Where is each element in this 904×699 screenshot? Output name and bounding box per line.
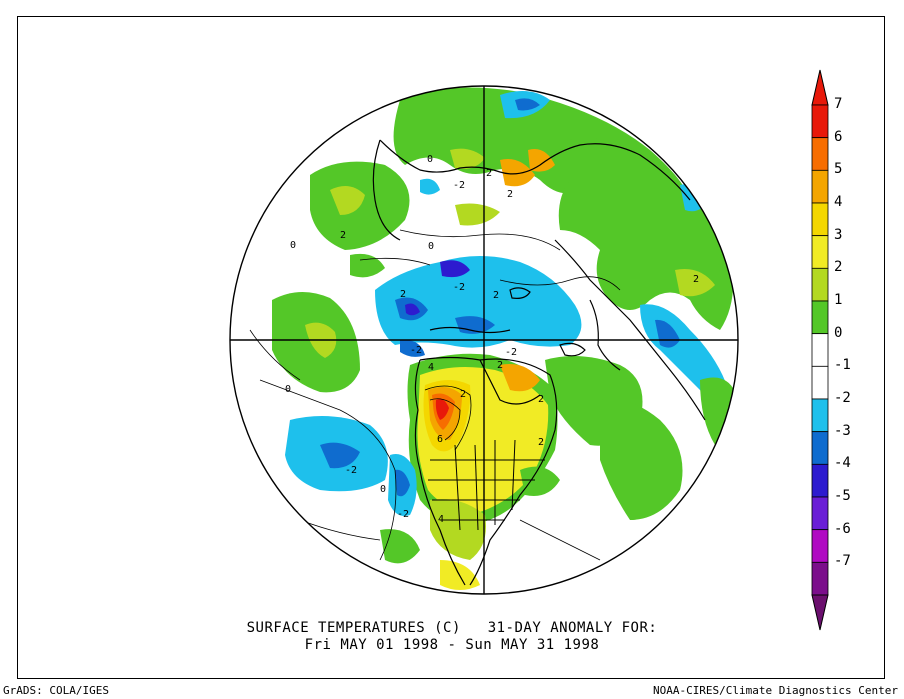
- contour-label: 2: [538, 394, 544, 405]
- map-title-line2: Fri MAY 01 1998 - Sun MAY 31 1998: [304, 637, 600, 653]
- contour-label: 2: [693, 274, 699, 285]
- anomaly-region-neg: [440, 260, 470, 278]
- plot-frame: [17, 16, 885, 679]
- colorbar-swatch: [811, 137, 829, 171]
- colorbar-label: -1: [834, 357, 851, 374]
- colorbar-label: 7: [834, 96, 843, 112]
- colorbar-label: 1: [834, 292, 843, 308]
- contour-label: -2: [453, 180, 465, 191]
- colorbar-swatch: [811, 104, 829, 139]
- anomaly-region-neg: [320, 442, 360, 469]
- contour-label: 2: [340, 230, 346, 241]
- anomaly-region-neg: [400, 339, 425, 357]
- colorbar-swatch: [811, 431, 829, 465]
- contour-label: 2: [497, 360, 503, 371]
- colorbar-label: 6: [834, 128, 843, 145]
- colorbar-label: -4: [834, 455, 851, 472]
- colorbar-swatch: [811, 463, 829, 498]
- colorbar-swatch: [811, 169, 829, 204]
- anomaly-region-pos: [440, 560, 480, 590]
- anomaly-region-pos: [455, 203, 500, 226]
- anomaly-region-pos: [500, 364, 540, 392]
- contour-label: 0: [380, 484, 386, 495]
- colorbar-top-arrow: [811, 69, 829, 106]
- colorbar-label: -3: [834, 422, 851, 439]
- colorbar-swatch: [811, 398, 829, 433]
- colorbar-label: 2: [834, 259, 843, 276]
- contour-label: -2: [505, 347, 517, 358]
- colorbar-bottom-arrow: [811, 594, 829, 631]
- colorbar-swatch: [811, 235, 829, 269]
- colorbar-swatch: [811, 333, 829, 367]
- anomaly-region-pos: [435, 399, 449, 420]
- anomaly-region-pos: [500, 159, 535, 187]
- contour-label: 0: [290, 240, 296, 251]
- colorbar-label: -7: [834, 553, 851, 570]
- anomaly-region-neg: [405, 303, 420, 316]
- colorbar-label: 0: [834, 324, 843, 341]
- contour-label: 6: [437, 434, 443, 445]
- contour-label: 0: [427, 154, 433, 165]
- colorbar-swatch: [811, 267, 829, 302]
- colorbar-label: 5: [834, 161, 843, 178]
- anomaly-region-pos: [675, 269, 715, 297]
- colorbar-swatch: [811, 561, 829, 596]
- colorbar-label: -5: [834, 488, 851, 504]
- footer-credit-right: NOAA-CIRES/Climate Diagnostics Center: [652, 684, 898, 697]
- contour-label: 4: [438, 514, 444, 525]
- anomaly-region-pos: [528, 149, 555, 172]
- anomaly-region-neg: [375, 256, 582, 348]
- colorbar-swatch: [811, 202, 829, 237]
- contour-label: 2: [400, 289, 406, 300]
- contour-label: 2: [538, 437, 544, 448]
- contour-label: 2: [507, 189, 513, 200]
- colorbar-swatch: [811, 300, 829, 335]
- map-title-line1: SURFACE TEMPERATURES (C) 31-DAY ANOMALY …: [246, 620, 658, 636]
- colorbar: [811, 69, 829, 631]
- colorbar-label: 4: [834, 194, 843, 210]
- anomaly-region-pos: [380, 529, 420, 564]
- contour-label: 2: [493, 290, 499, 301]
- colorbar-label: 3: [834, 226, 843, 243]
- anomaly-region-pos: [330, 186, 365, 215]
- contour-label: -2: [397, 509, 409, 520]
- anomaly-region-neg: [420, 178, 440, 195]
- anomaly-region-pos: [520, 466, 560, 496]
- footer-credit-left: GrADS: COLA/IGES: [3, 684, 109, 697]
- contour-label: 2: [486, 168, 492, 179]
- anomaly-region-pos: [430, 499, 486, 560]
- colorbar-label: -6: [834, 520, 851, 537]
- contour-label: 4: [428, 362, 434, 373]
- contour-label: 2: [460, 389, 466, 400]
- colorbar-swatch: [811, 496, 829, 531]
- colorbar-label: -2: [834, 390, 851, 406]
- colorbar-swatch: [811, 529, 829, 563]
- anomaly-region-neg: [515, 98, 540, 111]
- contour-label: 0: [285, 384, 291, 395]
- contour-label: 0: [428, 241, 434, 252]
- land-outlines: [372, 139, 706, 586]
- anomaly-region-neg: [395, 469, 410, 497]
- contour-label: -2: [453, 282, 465, 293]
- state-borders: [428, 439, 545, 531]
- contour-label-group: 2 2 2 2 2 -2 -2 -2 -2 2 2 2 6 4 2 2 -2 -…: [285, 154, 699, 525]
- contour-label: -2: [410, 345, 422, 356]
- colorbar-swatch: [811, 365, 829, 400]
- anomaly-region-pos: [600, 399, 683, 520]
- anomaly-region-pos: [350, 253, 385, 278]
- contour-label: -2: [345, 465, 357, 476]
- anomaly-region-pos: [450, 148, 485, 169]
